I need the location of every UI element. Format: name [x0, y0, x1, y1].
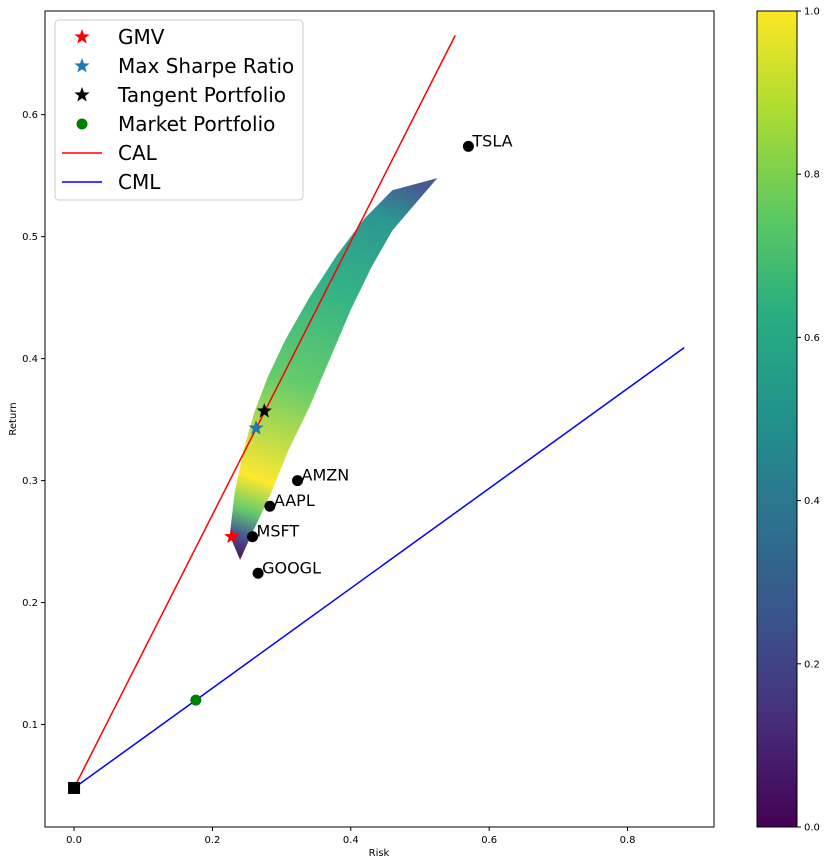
- legend-label: Max Sharpe Ratio: [118, 54, 294, 78]
- legend-swatch: [74, 87, 90, 102]
- asset-label-msft: MSFT: [257, 522, 300, 541]
- legend-label: CML: [118, 170, 161, 194]
- line-cml: [73, 347, 685, 789]
- point-gmv: [224, 528, 240, 544]
- colorbar: 0.0 0.2 0.4 0.6 0.8 1.0: [756, 7, 820, 834]
- y-tick-label: 0.3: [22, 476, 38, 487]
- asset-label-amzn: AMZN: [302, 466, 350, 485]
- y-tick-label: 0.2: [22, 598, 38, 609]
- legend: GMV Max Sharpe Ratio Tangent Portfolio Mark…: [54, 19, 304, 201]
- legend-swatch: [76, 118, 88, 130]
- asset-point-tsla: [462, 140, 474, 152]
- colorbar-tick-label: 0.0: [804, 823, 820, 834]
- asset-point-msft: [247, 531, 259, 543]
- asset-label-googl: GOOGL: [262, 558, 321, 577]
- legend-swatch: [74, 29, 90, 44]
- frontier-cloud-area: [229, 178, 438, 560]
- asset-point-googl: [252, 567, 264, 579]
- x-tick-label: 0.6: [481, 835, 497, 846]
- point-max-sharpe-ratio: [248, 420, 264, 435]
- x-tick-label: 0.0: [66, 835, 82, 846]
- frontier-cloud: [229, 178, 438, 560]
- legend-label: CAL: [118, 141, 158, 165]
- asset-point-amzn: [292, 475, 304, 487]
- legend-label: Tangent Portfolio: [117, 83, 286, 107]
- y-tick-label: 0.4: [22, 354, 38, 365]
- legend-swatch: [74, 58, 90, 73]
- colorbar-gradient: [756, 10, 798, 828]
- legend-label: GMV: [118, 25, 165, 49]
- asset-label-tsla: TSLA: [471, 131, 512, 150]
- x-tick-label: 0.2: [204, 835, 220, 846]
- point-risk-free: [68, 781, 81, 794]
- x-axis: 0.0 0.2 0.4 0.6 0.8: [66, 827, 635, 846]
- y-tick-label: 0.6: [22, 110, 38, 121]
- y-tick-label: 0.5: [22, 232, 38, 243]
- x-axis-label: Risk: [369, 848, 390, 859]
- x-tick-label: 0.4: [343, 835, 359, 846]
- legend-box: [54, 19, 304, 201]
- y-axis: 0.1 0.2 0.3 0.4 0.5 0.6: [22, 110, 45, 731]
- y-axis-label: Return: [8, 402, 19, 435]
- colorbar-tick-label: 0.2: [804, 659, 820, 670]
- point-market-portfolio: [190, 694, 202, 706]
- plot-frame: [44, 10, 715, 828]
- y-tick-label: 0.1: [22, 720, 38, 731]
- asset-point-aapl: [264, 500, 276, 512]
- asset-label-aapl: AAPL: [274, 491, 315, 510]
- colorbar-tick-label: 0.8: [804, 170, 820, 181]
- colorbar-tick-label: 1.0: [804, 7, 820, 18]
- asset-points: TSLA AMZN AAPL MSFT GOOGL: [247, 131, 513, 579]
- x-tick-label: 0.8: [620, 835, 636, 846]
- colorbar-tick-label: 0.4: [804, 496, 820, 507]
- special-points: [68, 403, 272, 794]
- point-tangent-portfolio: [256, 403, 272, 418]
- colorbar-tick-label: 0.6: [804, 333, 820, 344]
- legend-label: Market Portfolio: [118, 112, 275, 136]
